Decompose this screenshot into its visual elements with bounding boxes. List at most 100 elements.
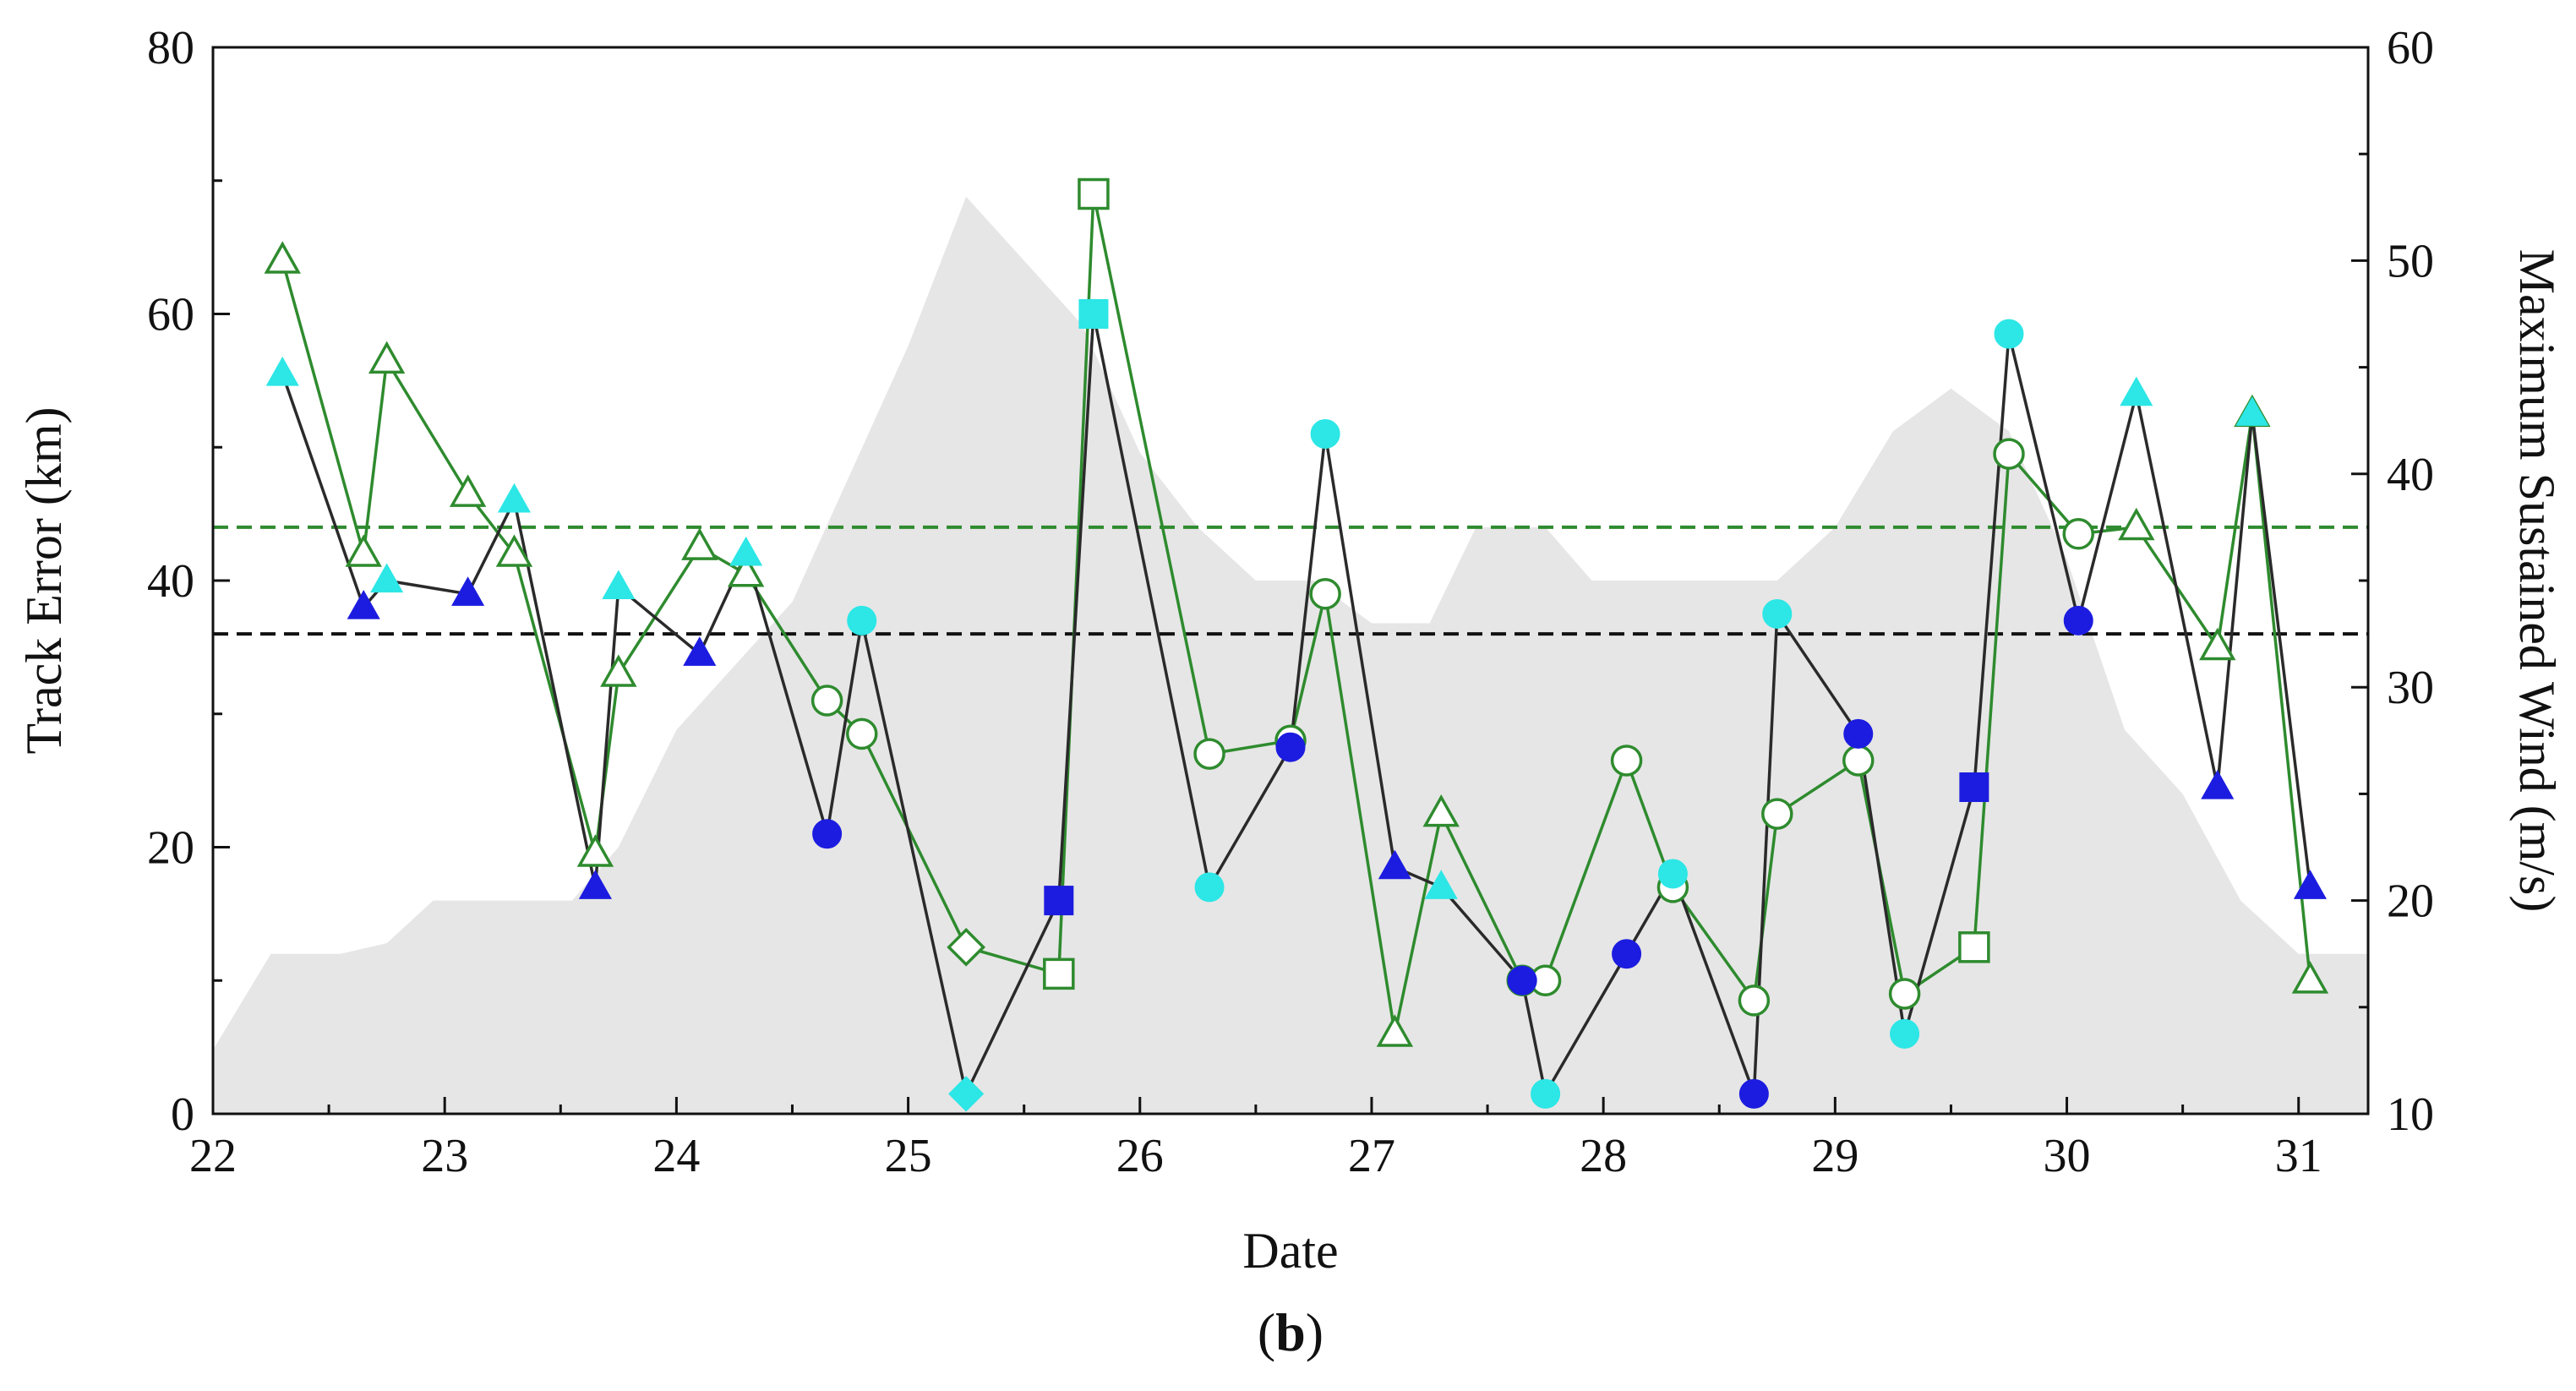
series-1-point-16 — [1275, 732, 1306, 762]
series-2-point-22 — [1610, 745, 1643, 777]
wind-area — [213, 196, 2368, 1115]
series-1-point-32 — [2201, 769, 2235, 799]
y2-axis-title: Maximum Sustained Wind (m/s) — [2509, 249, 2565, 913]
series-1-point-15 — [1194, 872, 1225, 903]
series-2-point-14 — [1078, 177, 1110, 210]
series-1-point-34 — [2293, 870, 2328, 899]
series-1-line — [281, 312, 2312, 1096]
series-2-point-2 — [345, 534, 382, 567]
panel-label: (b) — [1258, 1302, 1323, 1362]
series-2-point-18 — [1376, 1014, 1414, 1047]
series-1-point-31 — [2120, 376, 2153, 406]
series-1-point-9 — [729, 536, 763, 566]
y2-tick-label: 50 — [2387, 235, 2434, 287]
series-1-point-5 — [497, 483, 532, 513]
series-2-point-11 — [845, 717, 878, 750]
series-2-point-7 — [600, 654, 637, 687]
y-axis-title: Track Error (km) — [16, 406, 72, 754]
series-1-point-26 — [1843, 718, 1874, 749]
series-1-point-3 — [370, 563, 404, 593]
series-2-point-28 — [1958, 931, 1990, 963]
x-tick-label: 23 — [421, 1130, 468, 1182]
y-tick-label: 40 — [147, 555, 194, 608]
y2-tick-label: 30 — [2387, 662, 2434, 714]
series-markers-layer — [264, 177, 2329, 1112]
series-1-point-23 — [1657, 859, 1688, 889]
series-2-line — [281, 192, 2312, 1036]
series-1-point-4 — [451, 576, 485, 606]
series-2-point-10 — [810, 685, 843, 717]
y2-tick-label: 60 — [2387, 22, 2434, 74]
series-1-point-6 — [578, 870, 612, 899]
series-1-point-21 — [1531, 1078, 1561, 1109]
series-2-point-6 — [576, 834, 614, 867]
series-1-point-10 — [812, 819, 843, 849]
series-1-point-25 — [1762, 598, 1793, 629]
y-tick-label: 20 — [147, 822, 194, 875]
series-1-point-11 — [847, 605, 877, 635]
series-1-point-7 — [602, 570, 636, 599]
series-2-point-31 — [2118, 507, 2155, 541]
series-2-point-4 — [449, 474, 487, 507]
series-2-point-8 — [681, 527, 718, 560]
series-1-point-18 — [1378, 849, 1411, 880]
series-2-point-1 — [264, 241, 301, 274]
x-tick-label: 30 — [2044, 1130, 2091, 1182]
series-lines-layer — [281, 192, 2312, 1096]
y2-tick-label: 10 — [2387, 1088, 2434, 1141]
series-2-point-25 — [1761, 798, 1793, 830]
series-1-point-17 — [1310, 418, 1340, 449]
wind-area-layer — [213, 196, 2368, 1115]
y2-tick-label: 40 — [2387, 449, 2434, 501]
series-2-point-30 — [2062, 518, 2095, 550]
series-1-point-2 — [347, 589, 380, 619]
x-tick-label: 26 — [1116, 1130, 1164, 1182]
panel-label-letter: b — [1275, 1302, 1306, 1362]
x-tick-label: 29 — [1811, 1130, 1858, 1182]
series-2-point-5 — [495, 534, 533, 567]
series-2-point-3 — [368, 341, 406, 374]
series-2-point-34 — [2291, 961, 2329, 994]
y-tick-label: 60 — [147, 289, 194, 341]
series-1-point-33 — [2235, 396, 2269, 426]
x-axis-title: Date — [1242, 1223, 1338, 1279]
reference-lines-layer — [213, 525, 2368, 636]
y2-tick-label: 20 — [2387, 876, 2434, 928]
series-2-point-27 — [1888, 978, 1921, 1010]
x-tick-label: 31 — [2275, 1130, 2322, 1182]
x-tick-label: 27 — [1348, 1130, 1395, 1182]
x-tick-label: 25 — [885, 1130, 932, 1182]
series-2-point-15 — [1193, 738, 1225, 770]
y-tick-label: 0 — [171, 1088, 194, 1141]
series-2-point-29 — [1993, 438, 2025, 470]
series-1-point-14 — [1078, 299, 1109, 329]
series-1-point-29 — [1994, 319, 2024, 349]
series-2-point-19 — [1422, 794, 1460, 827]
series-1-point-22 — [1612, 939, 1642, 969]
series-1-point-30 — [2063, 605, 2093, 635]
x-tick-label: 22 — [189, 1130, 237, 1182]
series-1-point-1 — [265, 356, 299, 386]
y-tick-label: 80 — [147, 22, 194, 74]
panel-label-open: ( — [1258, 1302, 1275, 1362]
series-1-point-27 — [1890, 1018, 1920, 1049]
series-1-point-20 — [1507, 965, 1537, 996]
series-1-point-28 — [1959, 772, 1989, 803]
series-1-point-13 — [1044, 886, 1074, 916]
series-1-point-12 — [948, 1076, 985, 1112]
panel-label-close: ) — [1306, 1302, 1323, 1362]
axes-layer: 22 23 24 25 26 27 28 29 30 31 0 20 40 60 80 10 20 30 40 50 6… — [147, 22, 2434, 1182]
series-1-point-8 — [683, 636, 717, 666]
series-1-point-24 — [1738, 1078, 1769, 1109]
series-2-point-32 — [2199, 627, 2236, 661]
x-tick-label: 24 — [652, 1130, 700, 1182]
x-tick-label: 28 — [1580, 1130, 1627, 1182]
series-2-point-13 — [1043, 957, 1075, 990]
series-1-point-19 — [1424, 870, 1458, 899]
series-2-point-17 — [1309, 578, 1341, 610]
series-2-point-9 — [727, 554, 765, 587]
series-2-point-26 — [1842, 745, 1875, 777]
series-2-point-12 — [947, 927, 986, 967]
